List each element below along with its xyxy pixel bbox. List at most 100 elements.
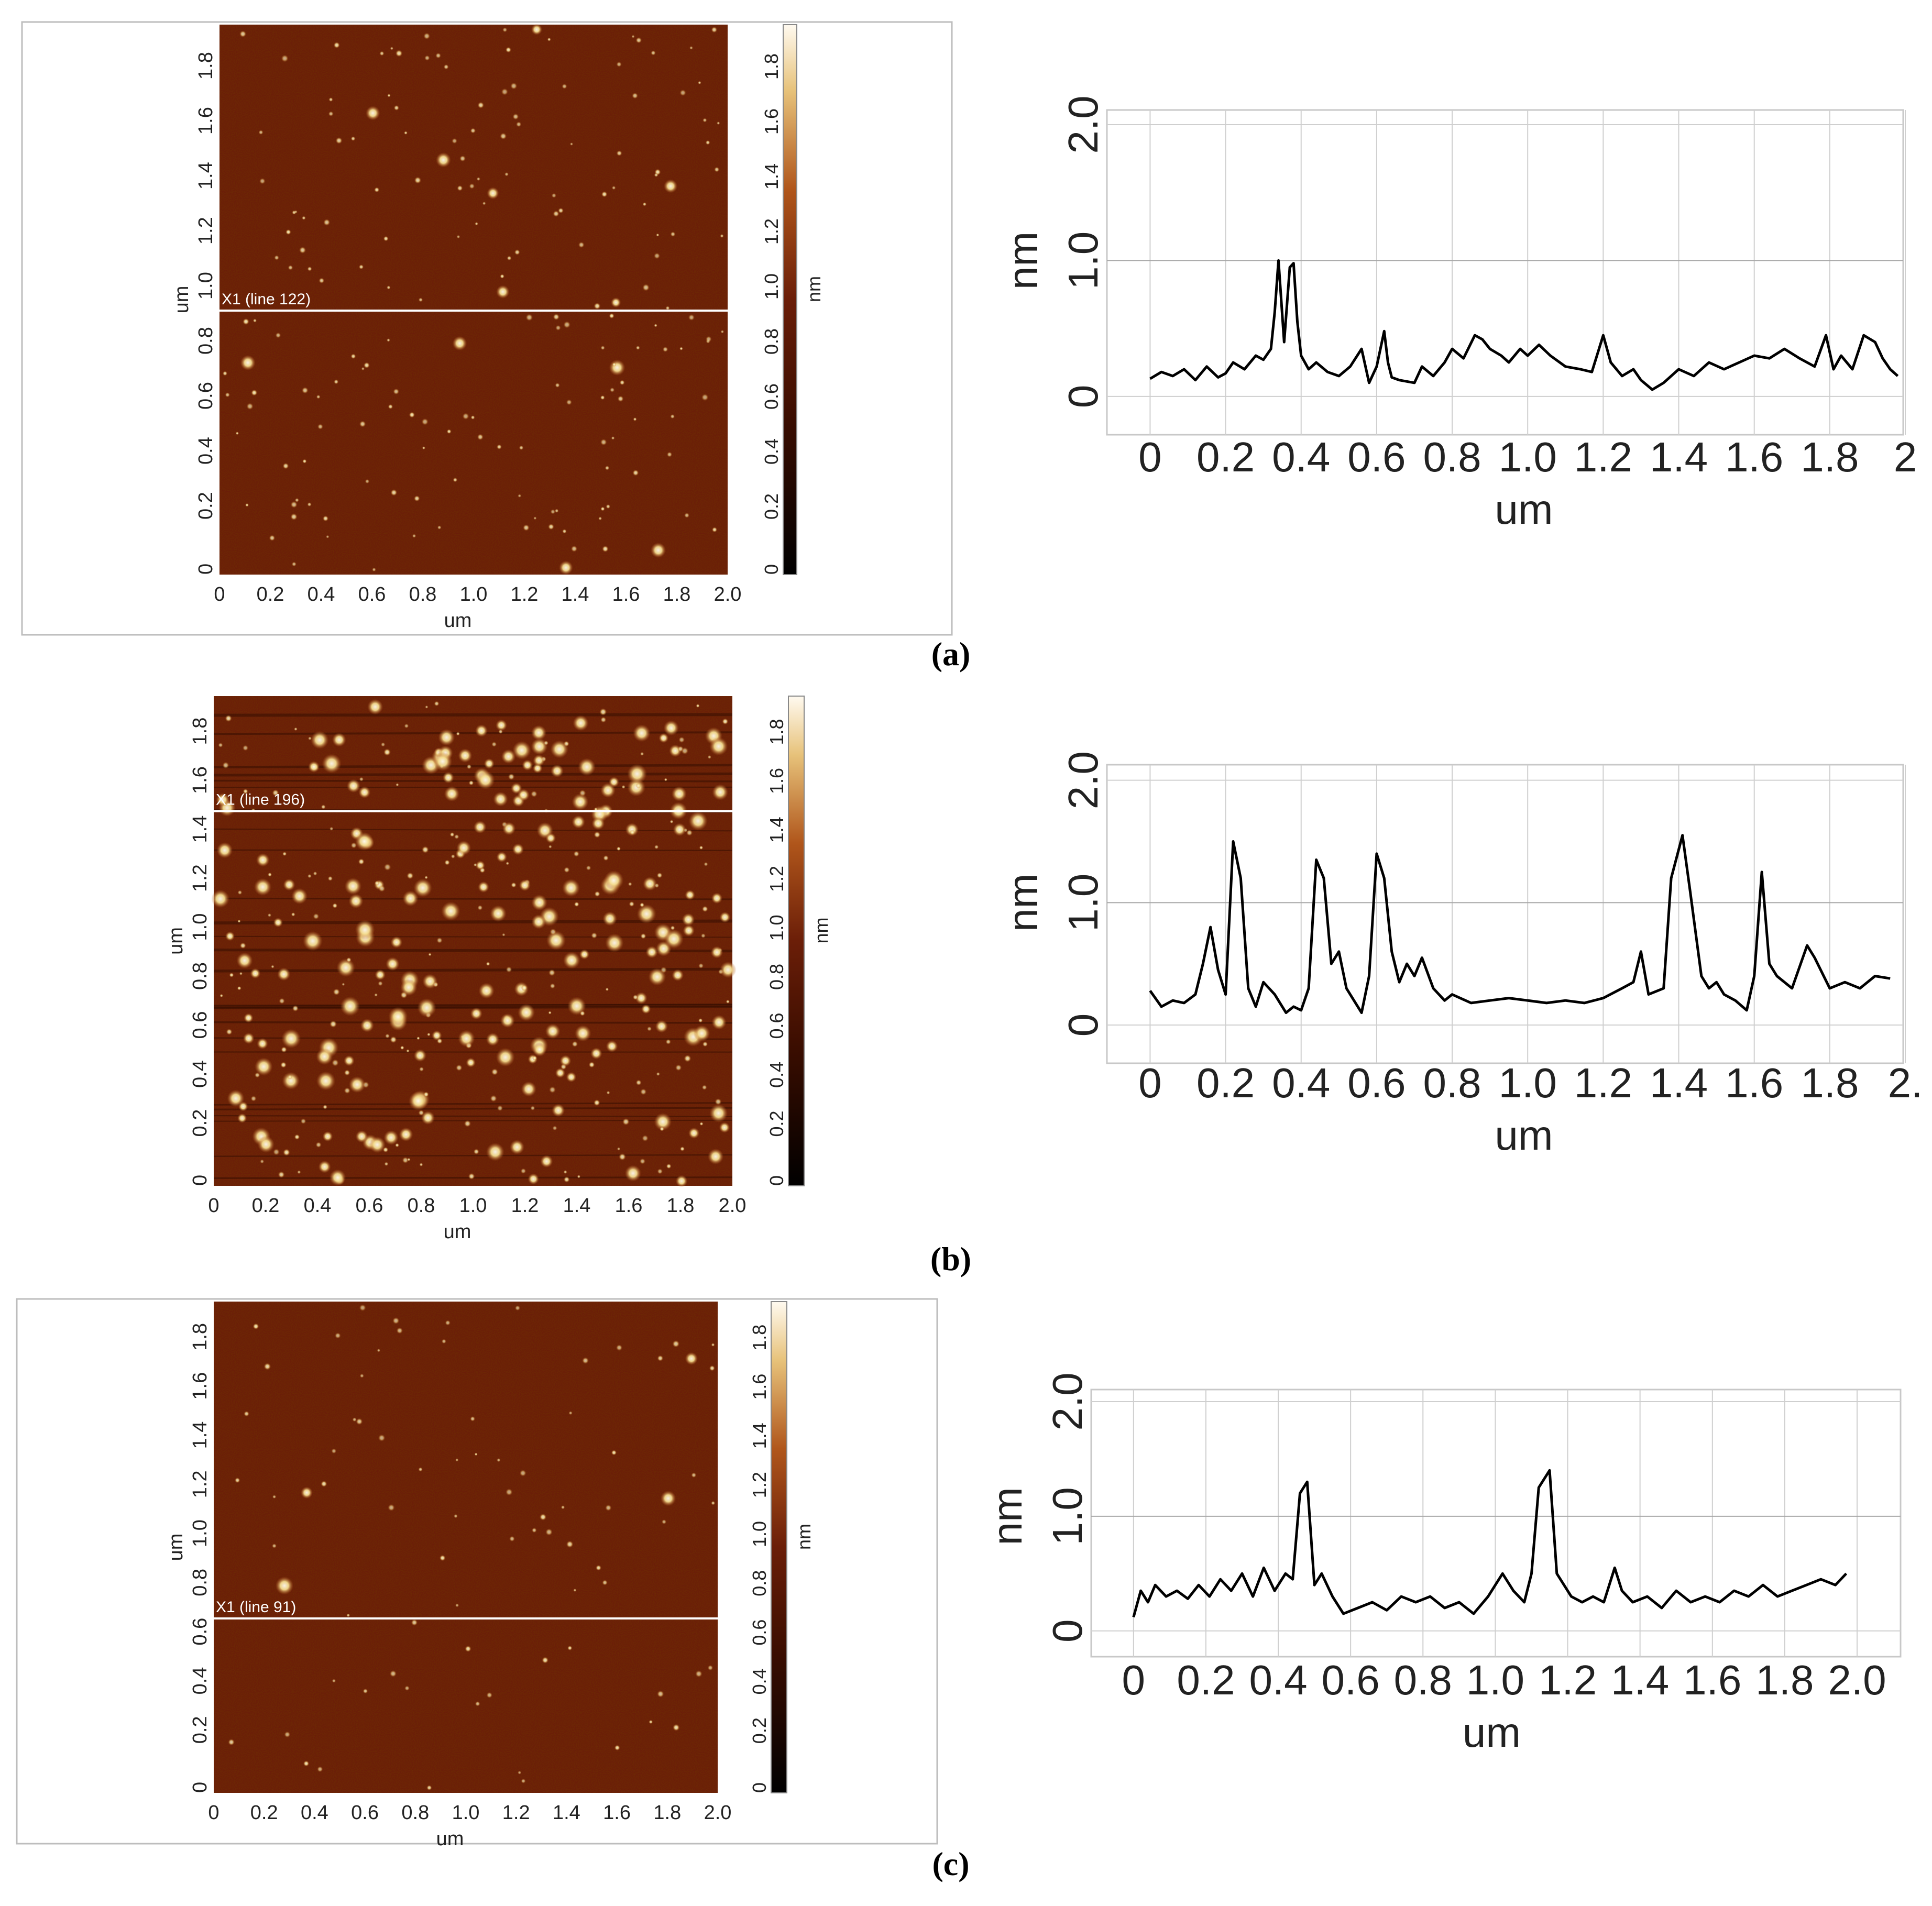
colorbar-label: nm: [810, 917, 832, 943]
particle: [635, 345, 640, 350]
y-tick-label: 1.4: [189, 816, 211, 843]
particle: [574, 901, 579, 907]
particle: [307, 266, 312, 271]
particle: [470, 1007, 482, 1020]
particle: [660, 1126, 665, 1131]
x-tick-label: 0: [1138, 434, 1162, 480]
particle: [413, 878, 432, 898]
particle: [449, 832, 455, 837]
particle: [600, 783, 616, 798]
y-tick-label: 2.0: [1060, 751, 1106, 809]
particle: [498, 729, 503, 734]
particle: [722, 718, 729, 725]
particle: [610, 297, 621, 308]
particle: [705, 140, 710, 145]
particle: [352, 1417, 357, 1422]
particle: [402, 890, 419, 907]
scan-streak: [213, 897, 733, 900]
particle: [395, 50, 403, 57]
x-tick-label: 2.0: [714, 583, 742, 605]
particle: [569, 142, 574, 146]
particle: [684, 1054, 691, 1062]
scan-streak: [213, 1021, 733, 1024]
particle: [711, 1015, 727, 1030]
particle: [331, 1448, 337, 1454]
particle: [548, 1011, 552, 1015]
x-tick-label: 0.6: [1322, 1657, 1380, 1703]
particle: [686, 829, 693, 836]
x-tick-label: 1.2: [1574, 1060, 1632, 1106]
particle: [377, 1348, 381, 1352]
particle: [237, 986, 242, 990]
particle: [358, 786, 371, 799]
particle: [396, 1327, 403, 1334]
particle: [321, 805, 326, 810]
particle: [275, 332, 281, 338]
colorbar-label: nm: [793, 1524, 815, 1550]
particle: [333, 42, 340, 49]
particle: [477, 434, 484, 440]
particle: [701, 1085, 707, 1090]
particle: [502, 933, 506, 937]
particle: [359, 777, 364, 781]
scan-streak: [213, 1004, 733, 1009]
x-tick-label: 0.4: [1249, 1657, 1307, 1703]
particle: [383, 748, 391, 756]
particle: [475, 724, 488, 737]
particle: [720, 234, 724, 238]
scan-streak: [213, 919, 733, 925]
particle: [605, 466, 610, 470]
x-tick-label: 0.4: [1272, 1060, 1330, 1106]
particle: [562, 879, 580, 897]
particle: [508, 773, 515, 780]
particle: [663, 720, 679, 736]
particle: [253, 1323, 259, 1330]
particle: [317, 424, 323, 429]
particle: [670, 926, 675, 931]
particle: [553, 211, 559, 217]
particle: [709, 737, 728, 756]
particle: [609, 313, 614, 319]
particle: [702, 1041, 708, 1047]
particle: [308, 761, 320, 773]
colorbar-tick-label: 1.2: [766, 866, 787, 892]
particle: [322, 515, 329, 522]
colorbar-tick-label: 0.6: [766, 1012, 787, 1039]
particle: [570, 545, 578, 552]
particle: [665, 1039, 671, 1045]
particle: [726, 999, 730, 1004]
particle: [254, 878, 272, 896]
particle: [572, 815, 586, 829]
particle: [355, 1130, 368, 1143]
particle: [268, 872, 272, 877]
particle: [546, 930, 566, 951]
particle: [564, 867, 570, 873]
particle: [635, 1079, 642, 1086]
particle: [561, 1505, 565, 1510]
y-tick-label: 0.4: [189, 1060, 211, 1088]
particle: [707, 1148, 724, 1165]
particle: [516, 122, 522, 127]
panel-3: X1 (line 91) 0 0.2 0.4 0.6 0.8 1.0 1.2 1.4 1.6 1.8…: [16, 1298, 970, 1882]
y-axis-label: um: [165, 927, 187, 955]
particle: [567, 1645, 573, 1651]
particle: [518, 1770, 522, 1775]
particle: [475, 861, 485, 871]
particle: [640, 902, 645, 908]
particle: [422, 974, 438, 989]
particle: [552, 1104, 565, 1117]
particle: [451, 854, 455, 859]
particle: [437, 525, 442, 530]
particle: [454, 1514, 458, 1518]
particle: [273, 918, 283, 928]
y-tick-label: 1.0: [189, 913, 211, 941]
particle: [518, 494, 522, 498]
particle: [719, 1122, 730, 1133]
x-tick-label: 1.2: [511, 583, 539, 605]
x-tick-label: 1.4: [1611, 1657, 1669, 1703]
particle: [663, 179, 678, 193]
particle: [244, 1013, 254, 1023]
scan-streak: [213, 828, 733, 832]
particle: [619, 1153, 626, 1161]
profile-chart-2: 0 0.2 0.4 0.6 0.8 1.0 1.2 1.4 1.6 1.8 2. um 0 1.0 2.0 n…: [1000, 751, 1923, 1159]
